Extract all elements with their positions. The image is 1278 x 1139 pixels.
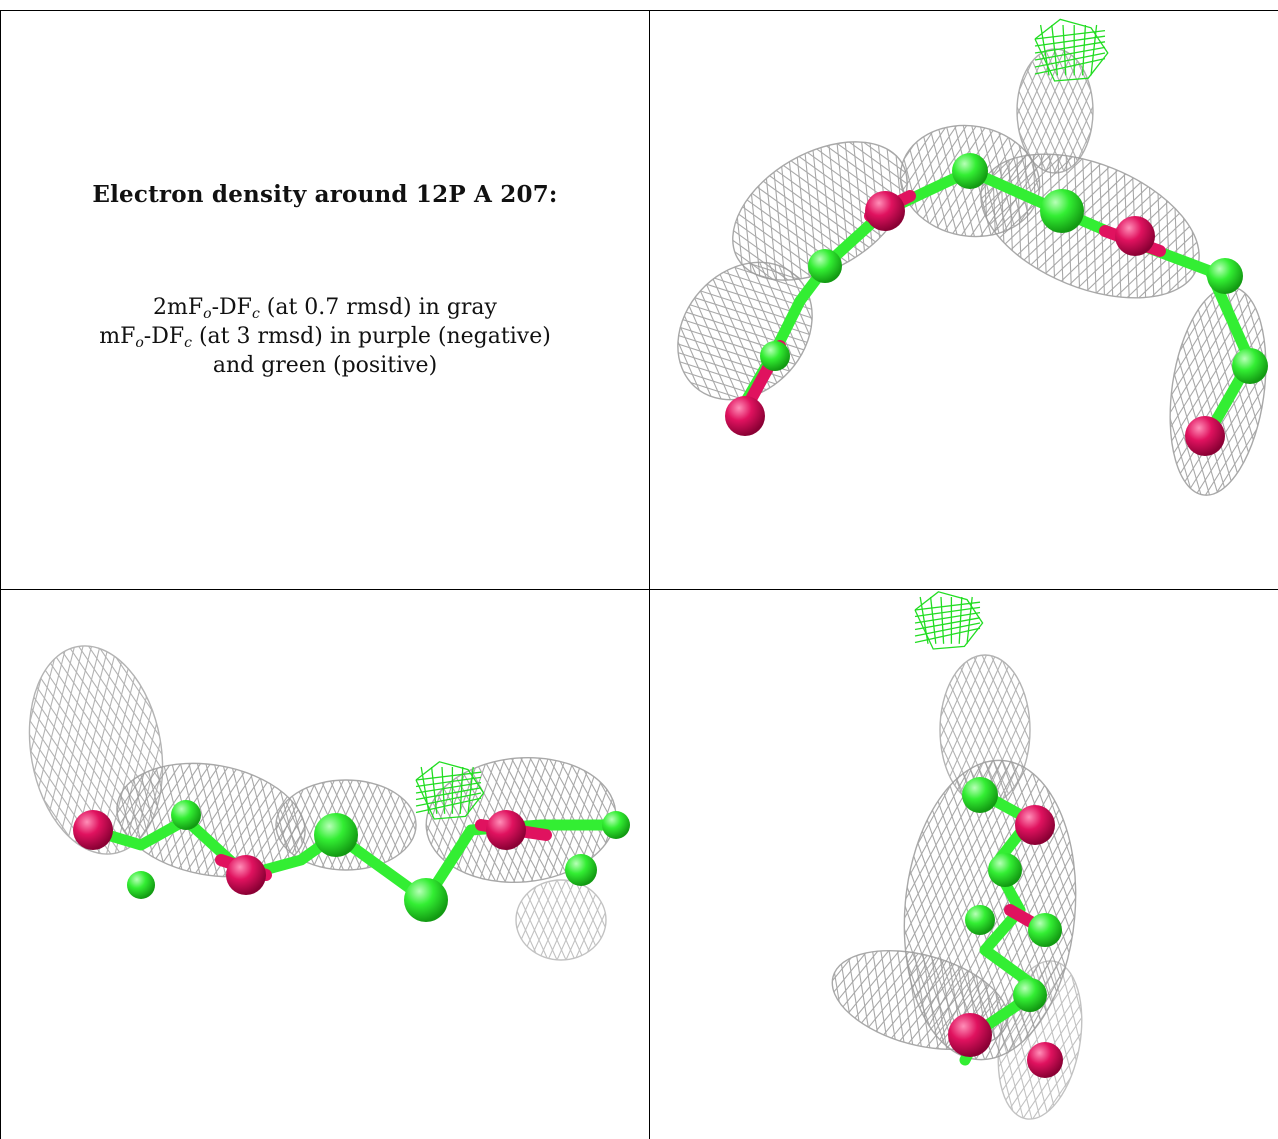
oxygen-atom [1115,216,1155,256]
density-view-2 [13,635,630,961]
carbon-atom [808,249,842,283]
carbon-atom [602,811,630,839]
oxygen-atom [73,810,113,850]
carbon-atom [127,871,155,899]
oxygen-atom [1015,805,1055,845]
density-view-3 [821,591,1094,1126]
density-mesh [1157,280,1278,502]
legend-text: 2mFo-DFc (at 0.7 rmsd) in gray mFo-DFc (… [1,293,649,380]
oxygen-atom [865,191,905,231]
carbon-atom [988,853,1022,887]
oxygen-atom [1027,1042,1063,1078]
legend-line-1: 2mFo-DFc (at 0.7 rmsd) in gray [153,295,497,322]
carbon-atom [1013,978,1047,1012]
oxygen-atom [725,396,765,436]
positive-density-mesh [914,591,984,650]
carbon-atom [760,341,790,371]
density-mesh [939,654,1031,806]
carbon-atom [1028,913,1062,947]
figure-title: Electron density around 12P A 207: [92,181,558,208]
density-mesh [515,879,607,961]
view-bottom-left [1,590,649,1139]
carbon-atom [952,153,988,189]
carbon-atom [965,905,995,935]
density-mesh [1016,48,1094,174]
carbon-atom [314,813,358,857]
positive-density-mesh [1034,18,1109,82]
carbon-atom [565,854,597,886]
legend-panel: Electron density around 12P A 207: 2mFo-… [1,11,649,589]
positive-density-mesh [415,761,485,820]
oxygen-atom [948,1013,992,1057]
oxygen-atom [226,855,266,895]
legend-line-2: mFo-DFc (at 3 rmsd) in purple (negative) [99,324,551,351]
oxygen-atom [486,810,526,850]
carbon-atom [171,800,201,830]
view-top-right [650,11,1278,589]
carbon-atom [1040,189,1084,233]
carbon-atom [962,777,998,813]
view-bottom-right [650,590,1278,1139]
density-view-1 [650,18,1278,502]
carbon-atom [404,878,448,922]
carbon-atom [1207,258,1243,294]
legend-line-3: and green (positive) [212,353,438,378]
carbon-atom [1232,348,1268,384]
oxygen-atom [1185,416,1225,456]
